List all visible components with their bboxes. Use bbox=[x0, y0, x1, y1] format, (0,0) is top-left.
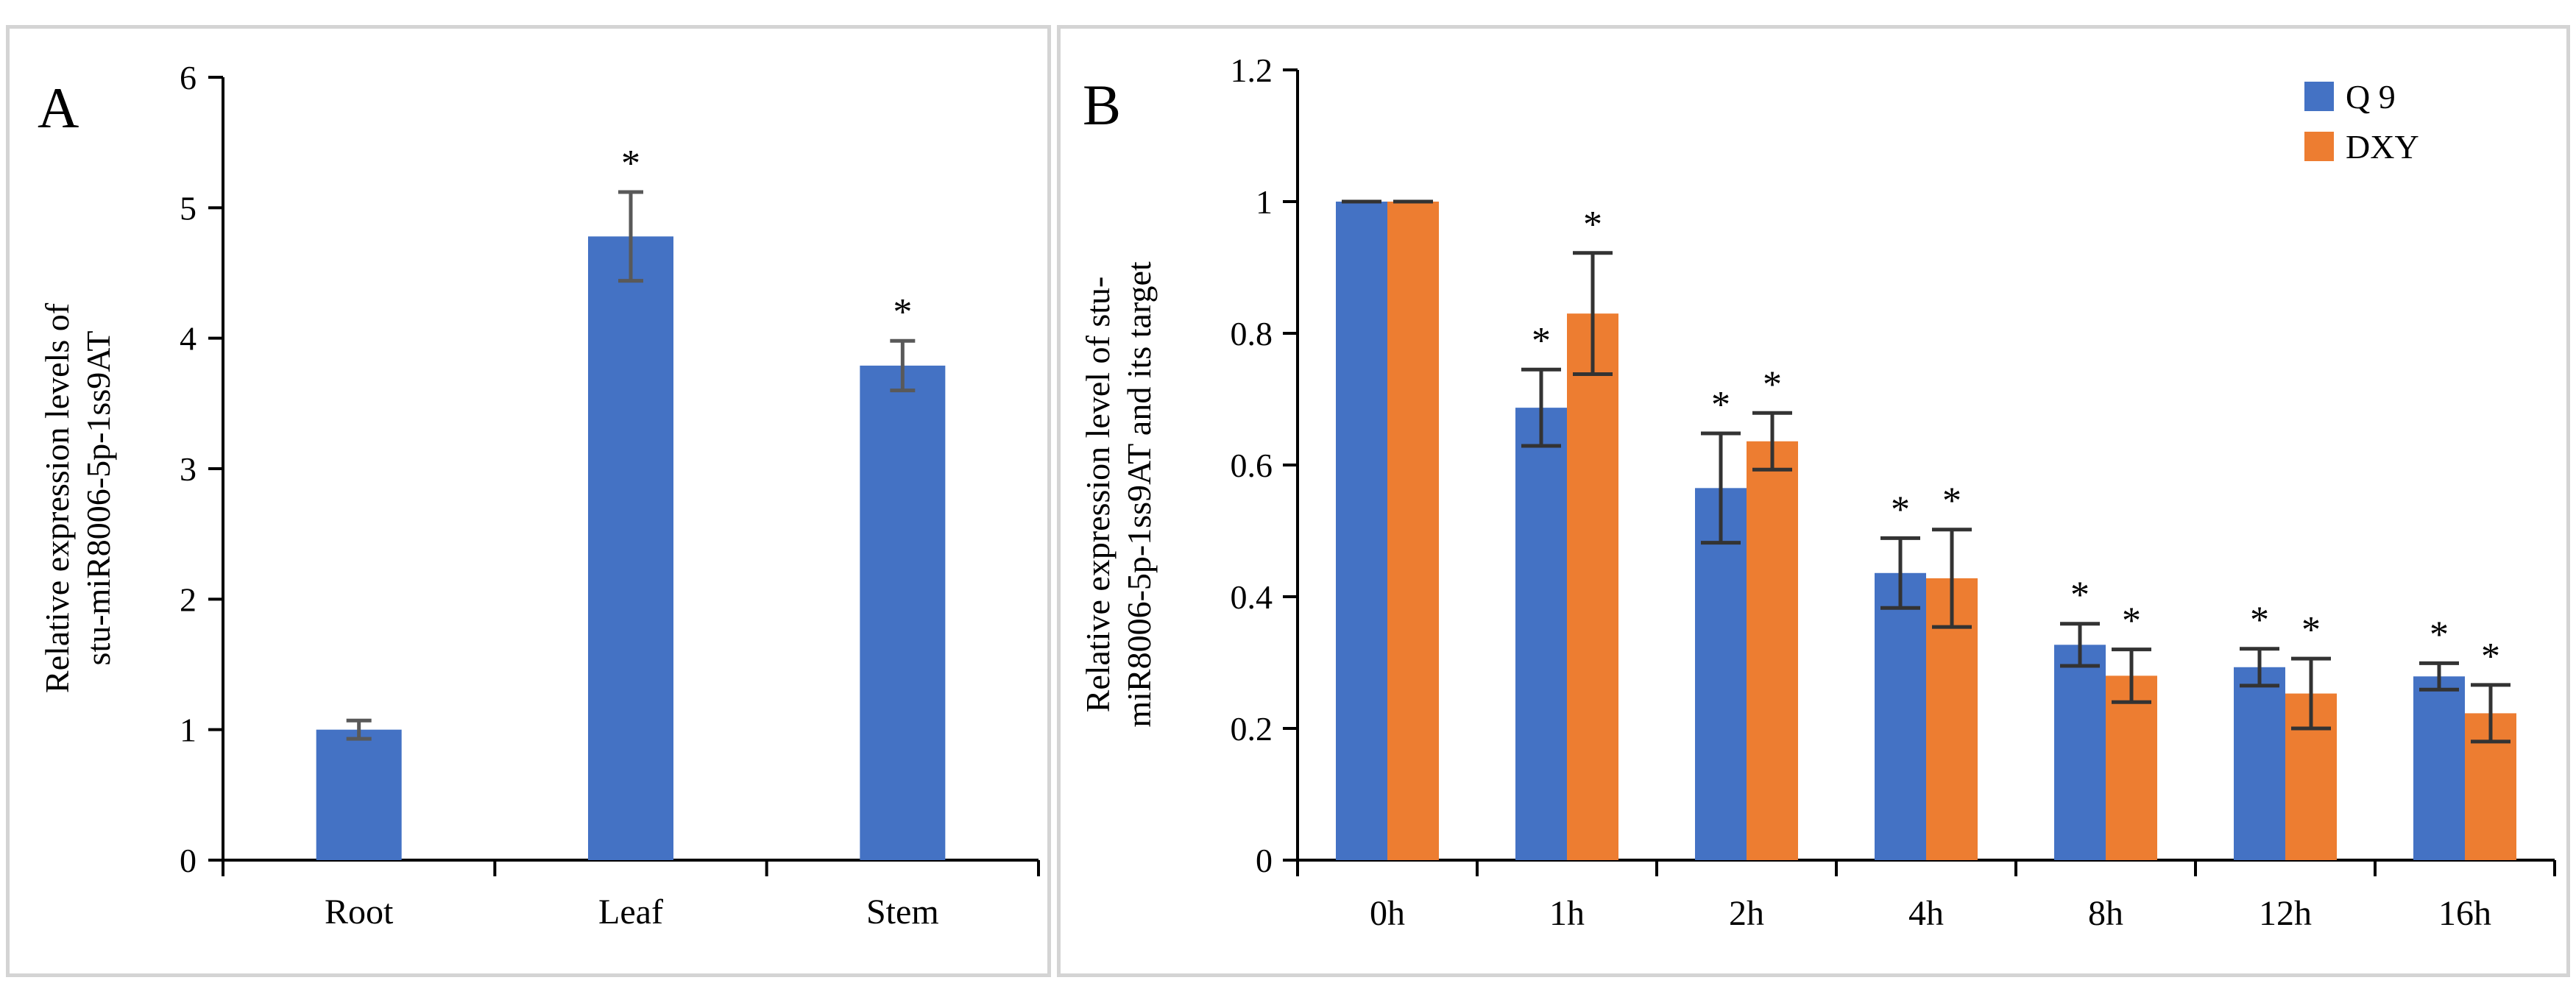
significance-star: * bbox=[1763, 363, 1782, 405]
y-tick-label: 0.4 bbox=[1231, 578, 1273, 616]
bar-dxy-0h bbox=[1387, 202, 1439, 860]
y-tick-label: 1.2 bbox=[1231, 52, 1273, 89]
x-tick-label: Root bbox=[325, 892, 394, 931]
bar-q9-16h bbox=[2413, 676, 2465, 860]
y-axis-title-line: stu-miR8006-5p-1ss9AT bbox=[79, 331, 117, 666]
significance-star: * bbox=[1942, 480, 1961, 522]
bar-q9-2h bbox=[1695, 488, 1747, 860]
bar-q9-8h bbox=[2054, 645, 2106, 860]
bar-leaf bbox=[588, 236, 673, 860]
x-tick-label: 0h bbox=[1370, 894, 1405, 933]
bar-q9-1h bbox=[1515, 408, 1567, 860]
legend-label-dxy: DXY bbox=[2346, 128, 2419, 166]
legend-swatch-q9 bbox=[2304, 82, 2334, 111]
significance-star: * bbox=[2301, 609, 2321, 651]
significance-star: * bbox=[1532, 320, 1551, 362]
x-tick-label: Stem bbox=[866, 892, 939, 931]
bar-root bbox=[316, 729, 402, 860]
chart-a: A 0 1 2 3 4 5 6 Relative expression levels of stu… bbox=[38, 59, 1040, 931]
x-tick-label: Leaf bbox=[598, 892, 663, 931]
panel-a: A 0 1 2 3 4 5 6 Relative expression levels of stu… bbox=[6, 25, 1051, 977]
panel-b: B 0 0.2 0.4 0.6 0.8 1 1.2 Relative expression le… bbox=[1057, 25, 2570, 977]
y-tick-label: 5 bbox=[180, 189, 197, 227]
x-tick-label: 8h bbox=[2088, 894, 2123, 933]
significance-star: * bbox=[2430, 614, 2449, 656]
y-axis-title-line: miR8006-5p-1ss9AT and its target bbox=[1120, 261, 1158, 728]
significance-star: * bbox=[1583, 204, 1602, 246]
significance-star: * bbox=[1891, 489, 1910, 530]
significance-star: * bbox=[2122, 600, 2141, 642]
x-tick-label: 1h bbox=[1549, 894, 1585, 933]
y-tick-label: 0.8 bbox=[1231, 315, 1273, 352]
bar-dxy-8h bbox=[2106, 675, 2157, 860]
significance-star: * bbox=[2070, 575, 2090, 617]
x-tick-label: 4h bbox=[1908, 894, 1944, 933]
y-tick-label: 3 bbox=[180, 450, 197, 488]
y-tick-label: 4 bbox=[180, 320, 197, 358]
y-tick-label: 6 bbox=[180, 59, 197, 96]
y-tick-label: 0 bbox=[1256, 842, 1273, 879]
y-tick-label: 0.2 bbox=[1231, 710, 1273, 748]
y-tick-label: 2 bbox=[180, 581, 197, 618]
significance-star: * bbox=[2481, 636, 2500, 678]
bar-q9-12h bbox=[2234, 667, 2285, 860]
x-tick-label: 12h bbox=[2259, 894, 2312, 933]
significance-star: * bbox=[2250, 600, 2269, 642]
y-tick-label: 0 bbox=[180, 842, 197, 879]
y-axis-title: Relative expression level of stu-miR8006… bbox=[1079, 261, 1158, 728]
legend-label-q9: Q 9 bbox=[2346, 78, 2396, 116]
bar-dxy-1h bbox=[1567, 313, 1618, 860]
y-tick-label: 1 bbox=[180, 711, 197, 749]
chart-b: B 0 0.2 0.4 0.6 0.8 1 1.2 Relative expression le… bbox=[1079, 52, 2556, 933]
bar-q9-4h bbox=[1875, 572, 1926, 860]
significance-star: * bbox=[1711, 384, 1730, 426]
legend-swatch-dxy bbox=[2304, 132, 2334, 161]
y-tick-label: 0.6 bbox=[1231, 447, 1273, 484]
x-tick-label: 2h bbox=[1729, 894, 1764, 933]
significance-star: * bbox=[621, 143, 640, 185]
y-axis-title-line: Relative expression level of stu- bbox=[1079, 277, 1117, 713]
bar-q9-0h bbox=[1336, 202, 1387, 860]
x-tick-label: 16h bbox=[2438, 894, 2491, 933]
bar-dxy-2h bbox=[1747, 441, 1798, 860]
significance-star: * bbox=[893, 291, 912, 333]
y-axis-title: Relative expression levels of stu-miR8006… bbox=[38, 302, 117, 693]
panel-letter-a: A bbox=[38, 76, 79, 140]
y-axis-title-line: Relative expression levels of bbox=[38, 302, 76, 693]
bar-stem bbox=[860, 365, 946, 860]
panel-letter-b: B bbox=[1083, 73, 1121, 137]
y-tick-label: 1 bbox=[1256, 183, 1273, 221]
